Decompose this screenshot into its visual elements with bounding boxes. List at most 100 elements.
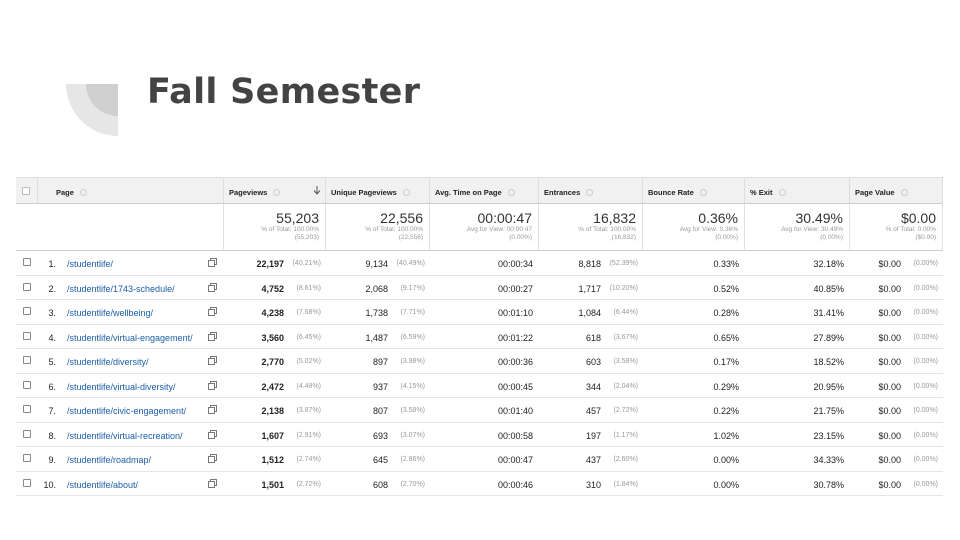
page-link[interactable]: /studentlife/roadmap/ [67, 455, 152, 465]
metric-percent: (2.72%) [296, 480, 321, 488]
metric-percent: (6.45%) [296, 333, 321, 341]
help-icon [699, 189, 707, 196]
metric-value: 1,717 [578, 283, 601, 294]
help-icon [900, 189, 908, 196]
column-header[interactable]: Page [38, 177, 224, 204]
total-note: Avg for View: 00:00:47 [466, 226, 532, 233]
help-icon [273, 189, 281, 196]
metric-percent: (0.00%) [913, 309, 938, 316]
metric-value: 22,197 [256, 259, 284, 269]
total-note: (55,203) [294, 234, 319, 241]
metric-value: 0.33% [713, 259, 739, 269]
row-checkbox[interactable] [23, 405, 31, 413]
metric-value: 0.65% [713, 332, 739, 343]
metric-value: 807 [372, 406, 388, 416]
open-page-icon[interactable] [208, 380, 217, 392]
open-page-icon[interactable] [208, 405, 217, 416]
metric-value: 0.00% [713, 455, 739, 465]
metric-value: 00:01:40 [497, 406, 533, 416]
open-page-icon[interactable] [208, 331, 217, 343]
metric-percent: (3.58%) [400, 407, 425, 414]
open-page-icon[interactable] [208, 356, 217, 367]
total-note: (0.00%) [509, 234, 532, 241]
open-page-icon[interactable] [208, 282, 217, 294]
row-checkbox[interactable] [23, 331, 31, 340]
page-link[interactable]: /studentlife/diversity/ [67, 357, 149, 367]
metric-percent: (3.87%) [296, 407, 321, 414]
row-checkbox[interactable] [23, 356, 31, 364]
metric-value: 618 [585, 332, 601, 343]
table-row: 8. /studentlife/virtual-recreation/1,607 (… [16, 423, 943, 447]
metric-value: 197 [585, 430, 601, 441]
metric-value: 1,084 [578, 308, 601, 318]
metric-percent: (4.15%) [400, 382, 425, 390]
open-page-icon[interactable] [208, 307, 217, 318]
row-index: 2. [48, 283, 56, 294]
open-page-icon[interactable] [208, 454, 217, 465]
page-link[interactable]: /studentlife/ [67, 259, 114, 269]
page-link[interactable]: /studentlife/virtual-diversity/ [67, 381, 176, 392]
metric-percent: (6.44%) [613, 309, 638, 316]
page-link[interactable]: /studentlife/wellbeing/ [67, 308, 154, 318]
total-note: % of Total: 100.00% [578, 226, 636, 233]
column-header[interactable]: Page Value [850, 177, 943, 204]
total-cell: 00:00:47 Avg for View: 00:00:47 (0.00%) [430, 204, 539, 251]
metric-percent: (3.07%) [400, 431, 425, 439]
metric-percent: (3.58%) [613, 358, 638, 365]
total-cell: 22,556% of Total: 100.00% (22,556) [326, 204, 430, 251]
metric-value: 27.89% [813, 332, 844, 343]
page-link[interactable]: /studentlife/about/ [67, 479, 139, 490]
checkbox[interactable] [22, 187, 30, 195]
metric-percent: (2.74%) [296, 456, 321, 463]
metric-value: $0.00 [878, 259, 901, 269]
open-page-icon[interactable] [208, 478, 217, 490]
page-link[interactable]: /studentlife/virtual-engagement/ [67, 332, 193, 343]
row-checkbox[interactable] [23, 307, 31, 315]
metric-value: 693 [372, 430, 388, 441]
metric-value: 2,472 [261, 381, 284, 392]
metric-value: 1,738 [365, 308, 388, 318]
metric-percent: (1.84%) [613, 480, 638, 488]
metric-percent: (2.70%) [400, 480, 425, 488]
row-checkbox[interactable] [23, 380, 31, 389]
page-link[interactable]: /studentlife/1743-schedule/ [67, 283, 175, 294]
metric-value: 2,138 [261, 406, 284, 416]
column-header[interactable]: Avg. Time on Page [430, 177, 539, 204]
column-header[interactable]: Unique Pageviews [326, 177, 430, 204]
metric-value: $0.00 [878, 381, 901, 392]
metric-value: $0.00 [878, 308, 901, 318]
column-title: Entrances [544, 188, 581, 197]
column-title: Pageviews [229, 188, 268, 197]
column-title: Bounce Rate [648, 188, 694, 197]
total-note: Avg for View: 0.36% [679, 226, 738, 233]
total-note: % of Total: 100.00% [261, 226, 319, 233]
metric-percent: (2.60%) [613, 456, 638, 463]
metric-percent: (0.00%) [913, 284, 938, 292]
open-page-icon[interactable] [208, 429, 217, 441]
column-header[interactable]: Pageviews [224, 177, 326, 204]
table-row: 2. /studentlife/1743-schedule/4,752 (8.61%… [16, 276, 943, 300]
row-checkbox[interactable] [23, 282, 31, 291]
total-value: $0.00 [900, 210, 936, 226]
page-link[interactable]: /studentlife/virtual-recreation/ [67, 430, 183, 441]
total-value: 00:00:47 [477, 210, 533, 226]
metric-value: 30.78% [813, 479, 844, 490]
column-header[interactable]: Entrances [539, 177, 643, 204]
open-page-icon[interactable] [208, 258, 217, 269]
column-header[interactable]: % Exit [745, 177, 850, 204]
row-checkbox[interactable] [23, 454, 31, 462]
column-header[interactable]: Bounce Rate [643, 177, 745, 204]
table-row: 6. /studentlife/virtual-diversity/2,472 (4… [16, 374, 943, 398]
row-checkbox[interactable] [23, 429, 31, 438]
table-row: 4. /studentlife/virtual-engagement/3,560 (… [16, 325, 943, 349]
row-checkbox[interactable] [23, 258, 31, 266]
row-checkbox[interactable] [23, 478, 31, 487]
metric-percent: (2.04%) [613, 382, 638, 390]
metric-value: 608 [372, 479, 388, 490]
row-index: 1. [48, 259, 56, 269]
row-index: 10. [43, 479, 56, 490]
total-note: % of Total: 0.00% [885, 226, 936, 233]
metric-value: 457 [585, 406, 601, 416]
page-link[interactable]: /studentlife/civic-engagement/ [67, 406, 187, 416]
total-value: 16,832 [593, 210, 636, 226]
